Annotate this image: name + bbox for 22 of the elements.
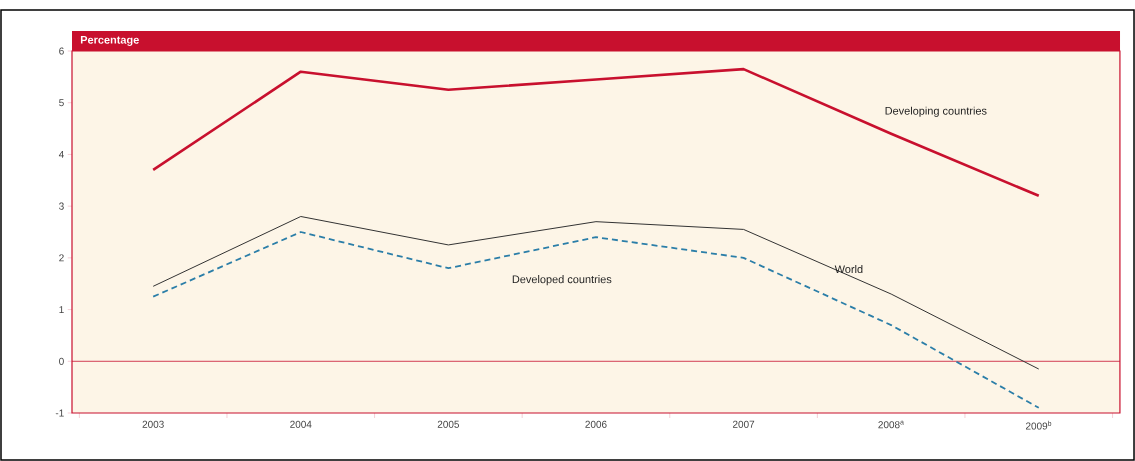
line-series bbox=[151, 67, 1041, 198]
x-tick-label: 2005 bbox=[437, 420, 460, 428]
series-label: Developed countries bbox=[512, 275, 612, 286]
x-tick-label: 2007 bbox=[732, 420, 755, 428]
y-tick-label: 5 bbox=[59, 99, 64, 107]
x-tick-label: 2009$^{b}$ bbox=[1025, 420, 1052, 430]
y-tick-label: 4 bbox=[58, 151, 64, 158]
x-tick-label: 2004 bbox=[290, 420, 312, 428]
chart-title: Percentage bbox=[80, 36, 139, 46]
y-tick-label: 6 bbox=[59, 47, 64, 55]
y-tick-label: -1 bbox=[55, 409, 64, 417]
y-tick-label: 3 bbox=[59, 202, 64, 210]
series-label: Developing countries bbox=[885, 106, 987, 117]
line-series bbox=[152, 231, 1040, 409]
y-tick-label: 1 bbox=[59, 306, 64, 313]
x-tick-label: 2008$^{a}$ bbox=[878, 420, 904, 429]
y-tick-label: 2 bbox=[59, 254, 64, 262]
x-tick-label: 2003 bbox=[142, 420, 164, 428]
series-label: World bbox=[834, 265, 863, 274]
y-tick-label: 0 bbox=[59, 357, 64, 365]
line-series bbox=[152, 215, 1040, 370]
x-tick-label: 2006 bbox=[585, 420, 607, 428]
